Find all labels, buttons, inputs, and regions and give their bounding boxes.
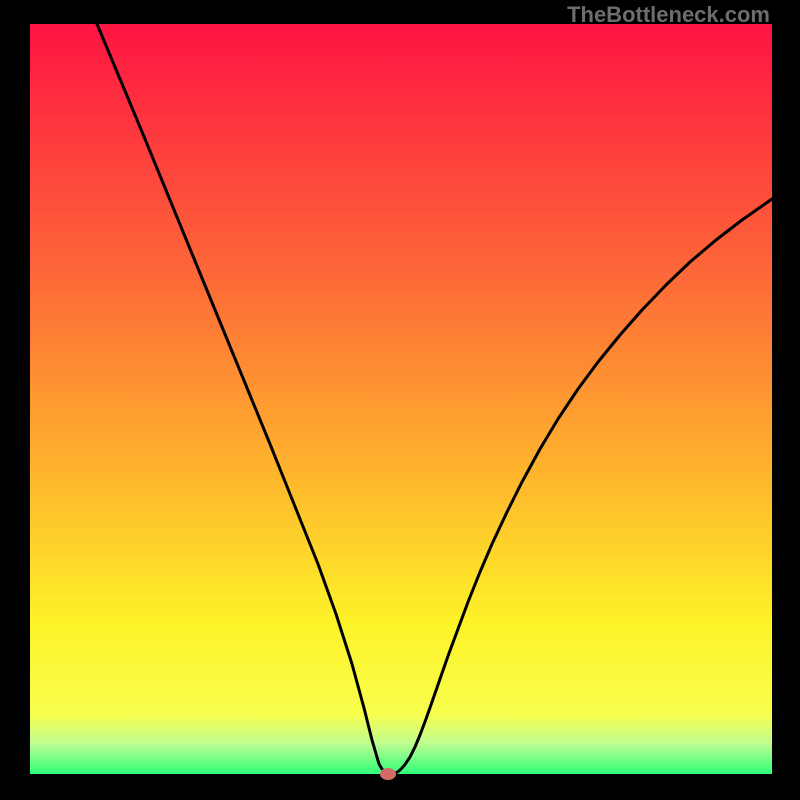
bottleneck-curve <box>97 24 772 774</box>
watermark-text: TheBottleneck.com <box>567 2 770 28</box>
curve-overlay <box>0 0 800 800</box>
minimum-marker <box>380 768 396 780</box>
chart-container: TheBottleneck.com <box>0 0 800 800</box>
